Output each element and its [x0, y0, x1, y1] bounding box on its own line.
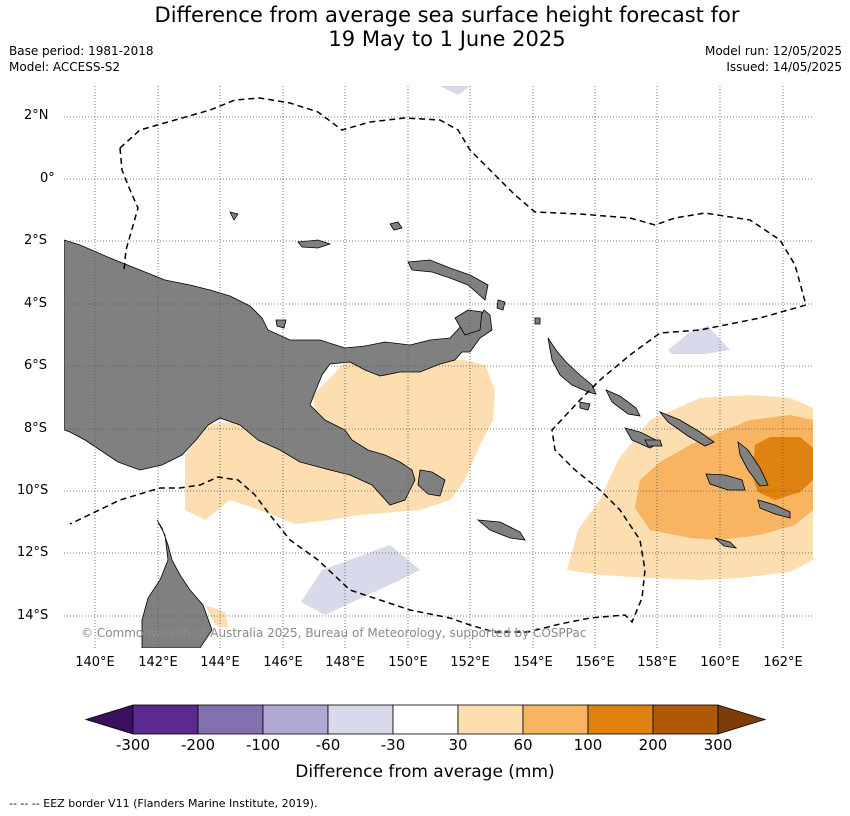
lat-label: 4°S: [24, 296, 48, 311]
land-new-britain: [407, 259, 489, 301]
lon-label: 158°E: [637, 655, 677, 670]
lon-label: 162°E: [763, 655, 803, 670]
land-new-guinea: [64, 239, 493, 506]
anomaly-negative-east: [668, 326, 730, 354]
colorbar-tick-label: 200: [638, 736, 668, 754]
land-santa-isabel: [658, 411, 715, 447]
anomaly-negative-coralsea: [301, 545, 420, 615]
colorbar-tick-label: 100: [573, 736, 603, 754]
base-period: Base period: 1981-2018: [9, 44, 154, 58]
title-line-2: 19 May to 1 June 2025: [328, 27, 566, 51]
land-louisiade: [476, 519, 526, 541]
land-bismarck-islands: [229, 211, 738, 549]
land-choiseul: [605, 389, 641, 417]
eez-legend-note: -- -- -- EEZ border V11 (Flanders Marine…: [9, 797, 318, 810]
land-dentrecasteaux: [417, 469, 446, 497]
land-manus: [297, 239, 332, 249]
model-run: Model run: 12/05/2025: [704, 44, 842, 58]
lon-label: 146°E: [263, 655, 303, 670]
lon-label: 160°E: [700, 655, 740, 670]
lon-label: 156°E: [575, 655, 615, 670]
lat-label: 6°S: [24, 358, 48, 373]
land-new-britain-east: [454, 309, 483, 336]
colorbar-bin: [652, 704, 719, 735]
colorbar-tick-label: -30: [380, 736, 406, 754]
anomaly-positive-south: [205, 605, 228, 628]
issued-date: Issued: 14/05/2025: [726, 60, 842, 74]
lon-label: 140°E: [75, 655, 115, 670]
colorbar-bin: [587, 704, 654, 735]
figure-title: Difference from average sea surface heig…: [0, 3, 850, 51]
lon-label: 142°E: [138, 655, 178, 670]
lat-label: 10°S: [17, 483, 49, 498]
land-bougainville: [547, 337, 597, 395]
colorbar-extend-high: [717, 704, 767, 735]
eez-border: [69, 97, 807, 633]
colorbar-bin: [522, 704, 589, 735]
colorbar-tick-label: -200: [180, 736, 216, 754]
lat-label: 2°N: [24, 108, 49, 123]
colorbar-bin: [327, 704, 394, 735]
title-line-1: Difference from average sea surface heig…: [154, 3, 740, 27]
colorbar-bin: [132, 704, 199, 735]
colorbar-tick-label: 60: [513, 736, 533, 754]
colorbar-tick-label: 30: [448, 736, 468, 754]
lon-label: 148°E: [325, 655, 365, 670]
colorbar-tick-label: -100: [245, 736, 281, 754]
lat-label: 14°S: [17, 608, 49, 623]
lat-label: 0°: [40, 171, 55, 186]
colorbar-extend-low: [84, 704, 134, 735]
lat-label: 8°S: [24, 421, 48, 436]
land-guadalcanal: [705, 473, 746, 491]
lon-label: 150°E: [388, 655, 428, 670]
lon-label: 154°E: [513, 655, 553, 670]
meta-left: Base period: 1981-2018 Model: ACCESS-S2: [9, 43, 154, 75]
lat-label: 12°S: [17, 545, 49, 560]
anomaly-negative-north: [440, 86, 470, 95]
colorbar-tick-label: -60: [315, 736, 341, 754]
land-makira: [757, 499, 791, 519]
land-cape-york: [141, 519, 213, 648]
colorbar-bin: [197, 704, 264, 735]
lon-label: 144°E: [200, 655, 240, 670]
meta-right: Model run: 12/05/2025 Issued: 14/05/2025: [705, 43, 842, 75]
colorbar-bin: [392, 704, 459, 735]
colorbar-bin: [262, 704, 329, 735]
colorbar-tick-label: -300: [115, 736, 151, 754]
colorbar-title: Difference from average (mm): [295, 762, 555, 782]
land-malaita: [737, 441, 769, 487]
lat-label: 2°S: [24, 233, 48, 248]
copyright-notice: © Commonwealth of Australia 2025, Bureau…: [81, 626, 587, 640]
model-name: Model: ACCESS-S2: [9, 60, 121, 74]
colorbar: [84, 704, 767, 735]
colorbar-tick-label: 300: [703, 736, 733, 754]
lon-label: 152°E: [450, 655, 490, 670]
colorbar-bin: [457, 704, 524, 735]
